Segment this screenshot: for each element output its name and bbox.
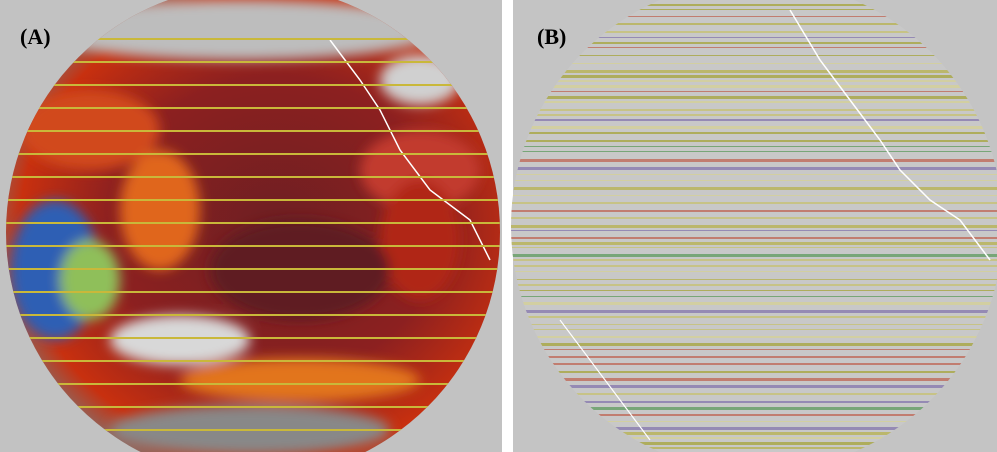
scan-line [511, 210, 997, 212]
scan-line [511, 378, 997, 381]
scan-line [0, 268, 502, 270]
scan-line [511, 324, 997, 325]
scan-line [0, 130, 502, 132]
scan-line [511, 202, 997, 204]
scan-line [511, 247, 997, 248]
scan-line [511, 230, 997, 231]
scan-line [511, 180, 997, 181]
scan-line [511, 91, 997, 92]
scan-line [511, 242, 997, 245]
scan-line [511, 385, 997, 388]
scan-line [511, 75, 997, 78]
scan-line [511, 119, 997, 121]
panel-label: (A) [20, 24, 51, 49]
scan-line [511, 343, 997, 346]
scan-line [511, 187, 997, 190]
scan-line [511, 363, 997, 365]
scan-line [0, 222, 502, 224]
scan-line [0, 153, 502, 155]
scan-line [511, 237, 997, 239]
scan-line [0, 291, 502, 293]
scan-line [511, 132, 997, 134]
scan-line [0, 245, 502, 247]
scan-line [0, 199, 502, 201]
scan-line [511, 371, 997, 373]
scan-line [511, 63, 997, 64]
scan-line [511, 109, 997, 111]
scan-line [511, 101, 997, 103]
scan-line [511, 284, 997, 286]
panel-label: (B) [537, 24, 566, 49]
panel-b-image [511, 0, 997, 452]
scan-line [0, 107, 502, 109]
scan-line [0, 337, 502, 339]
scan-line [511, 279, 997, 280]
scan-line [0, 314, 502, 316]
scan-line [511, 159, 997, 162]
scan-line [0, 360, 502, 362]
scan-line [511, 80, 997, 82]
scan-line [511, 356, 997, 358]
scan-line [511, 349, 997, 350]
scan-line [511, 296, 997, 297]
scan-line [511, 259, 997, 261]
scan-line [511, 316, 997, 318]
scan-line [0, 61, 502, 63]
scan-line [511, 310, 997, 313]
scan-line [511, 126, 997, 129]
scan-line [511, 174, 997, 175]
scan-line [0, 383, 502, 385]
scan-line [511, 271, 997, 272]
scan-line [511, 85, 997, 88]
scan-line [511, 96, 997, 99]
scan-line [511, 140, 997, 142]
scan-line [0, 84, 502, 86]
scan-line [511, 70, 997, 73]
scan-line [511, 217, 997, 219]
scan-line [511, 55, 997, 56]
scan-line [511, 254, 997, 257]
scan-line [511, 290, 997, 291]
scan-line [511, 114, 997, 116]
scan-line [511, 329, 997, 330]
scan-line [511, 225, 997, 228]
scan-line [511, 336, 997, 338]
scan-line [511, 393, 997, 395]
scan-line [511, 151, 997, 152]
scan-line [511, 167, 997, 170]
figure: (A) (B) [0, 0, 997, 452]
scan-line [0, 176, 502, 178]
panel-a-image [0, 0, 502, 452]
scan-line [511, 146, 997, 147]
scan-line [511, 265, 997, 267]
scan-line [511, 302, 997, 305]
